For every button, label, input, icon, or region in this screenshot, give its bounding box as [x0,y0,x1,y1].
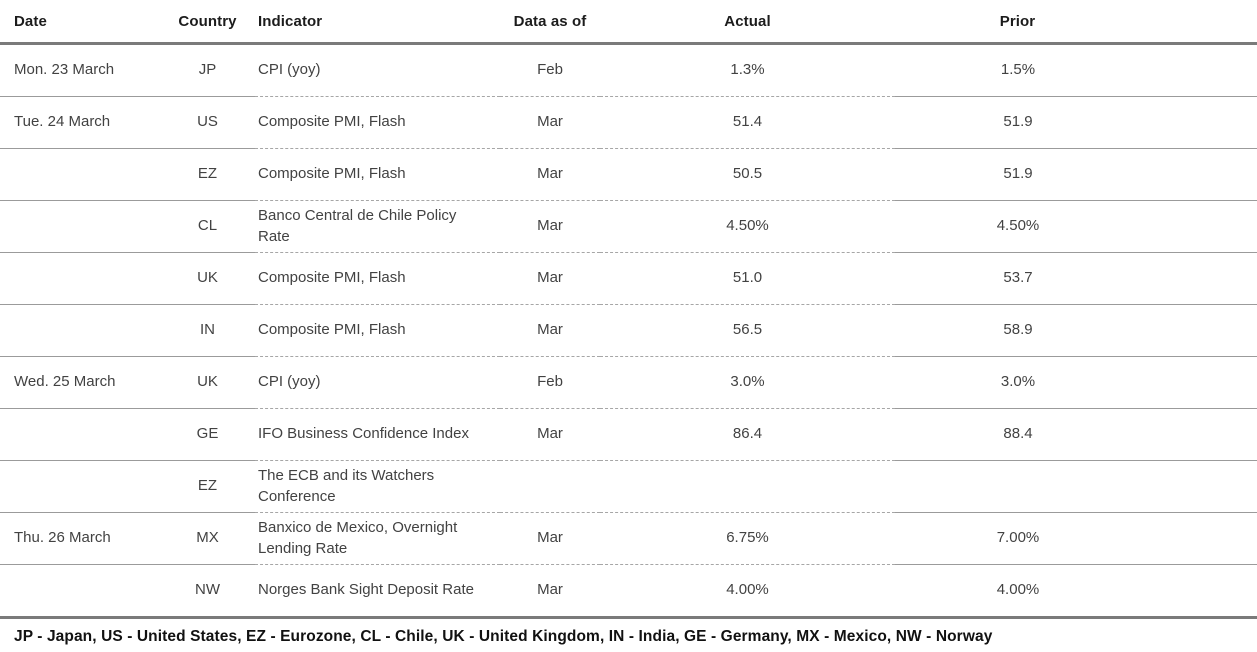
table-row: GE IFO Business Confidence Index Mar 86.4 88… [0,408,1257,461]
cell-prior: 58.9 [895,304,1257,357]
cell-data-as-of: Mar [500,96,600,149]
cell-data-as-of: Feb [500,356,600,409]
cell-country: UK [160,252,255,305]
table-row: Thu. 26 March MX Banxico de Mexico, Overni… [0,512,1257,565]
cell-date [0,408,160,461]
cell-data-as-of: Mar [500,148,600,201]
cell-indicator: IFO Business Confidence Index [255,408,500,461]
cell-actual: 86.4 [600,408,895,461]
column-header-data-as-of: Data as of [500,0,600,45]
table-row: CL Banco Central de Chile Policy Rate Mar 4… [0,200,1257,253]
cell-indicator: Composite PMI, Flash [255,148,500,201]
cell-date [0,148,160,201]
cell-date [0,460,160,513]
cell-indicator: CPI (yoy) [255,356,500,409]
cell-prior: 51.9 [895,96,1257,149]
cell-data-as-of: Mar [500,200,600,253]
cell-actual [600,460,895,513]
table-row: UK Composite PMI, Flash Mar 51.0 53.7 [0,252,1257,305]
cell-actual: 6.75% [600,512,895,565]
cell-actual: 50.5 [600,148,895,201]
table-row: Tue. 24 March US Composite PMI, Flash Mar 51… [0,96,1257,149]
table-header-row: Date Country Indicator Data as of Actual… [0,0,1257,45]
cell-actual: 4.50% [600,200,895,253]
table-row: EZ Composite PMI, Flash Mar 50.5 51.9 [0,148,1257,201]
cell-date: Mon. 23 March [0,43,160,97]
cell-actual: 51.0 [600,252,895,305]
cell-actual: 51.4 [600,96,895,149]
cell-indicator: Norges Bank Sight Deposit Rate [258,581,474,599]
cell-indicator: Composite PMI, Flash [255,304,500,357]
cell-prior: 4.50% [895,200,1257,253]
cell-data-as-of: Mar [500,252,600,305]
table-row: Mon. 23 March JP CPI (yoy) Feb 1.3% 1.5% [0,43,1257,97]
cell-data-as-of: Feb [500,43,600,97]
table-row: EZ The ECB and its Watchers Conference [0,460,1257,513]
cell-prior: 51.9 [895,148,1257,201]
cell-prior: 1.5% [895,43,1257,97]
cell-indicator: CPI (yoy) [255,43,500,97]
economic-calendar-table: Date Country Indicator Data as of Actual… [0,0,1257,617]
column-header-actual: Actual [600,0,895,45]
cell-date: Wed. 25 March [0,356,160,409]
cell-actual: 1.3% [600,43,895,97]
cell-actual: 56.5 [600,304,895,357]
cell-indicator: Banxico de Mexico, Overnight Lending Rat… [255,512,500,565]
column-header-indicator: Indicator [255,0,500,45]
cell-country: JP [160,43,255,97]
cell-data-as-of: Mar [500,408,600,461]
cell-prior: 88.4 [895,408,1257,461]
cell-prior: 3.0% [895,356,1257,409]
cell-data-as-of [500,460,600,513]
cell-date: Tue. 24 March [0,96,160,149]
cell-data-as-of: Mar [500,304,600,357]
cell-country: UK [160,356,255,409]
cell-country: GE [160,408,255,461]
cell-indicator: Banco Central de Chile Policy Rate [255,200,500,253]
table-row: IN Composite PMI, Flash Mar 56.5 58.9 [0,304,1257,357]
cell-data-as-of: Mar [537,581,563,599]
column-header-prior: Prior [895,0,1257,45]
cell-country: US [160,96,255,149]
cell-country: CL [160,200,255,253]
cell-actual: 3.0% [600,356,895,409]
cell-date: Thu. 26 March [0,512,160,565]
cell-date [0,565,160,617]
country-code-legend: JP - Japan, US - United States, EZ - Eur… [0,616,1257,652]
cell-country: EZ [160,148,255,201]
cell-indicator: The ECB and its Watchers Conference [255,460,500,513]
cell-prior [895,460,1257,513]
table-row: NW Norges Bank Sight Deposit Rate Mar 4.00%… [0,565,1257,617]
cell-indicator: Composite PMI, Flash [255,252,500,305]
cell-indicator: Composite PMI, Flash [255,96,500,149]
cell-country: EZ [160,460,255,513]
cell-actual: 4.00% [726,581,769,599]
cell-date [0,304,160,357]
column-header-date: Date [0,0,160,45]
table-row: Wed. 25 March UK CPI (yoy) Feb 3.0% 3.0% [0,356,1257,409]
cell-date [0,252,160,305]
cell-country: MX [160,512,255,565]
cell-country: NW [195,581,220,599]
cell-prior: 4.00% [996,581,1040,599]
cell-country: IN [160,304,255,357]
cell-prior: 53.7 [895,252,1257,305]
cell-date [0,200,160,253]
cell-data-as-of: Mar [500,512,600,565]
column-header-country: Country [160,0,255,45]
cell-prior: 7.00% [895,512,1257,565]
